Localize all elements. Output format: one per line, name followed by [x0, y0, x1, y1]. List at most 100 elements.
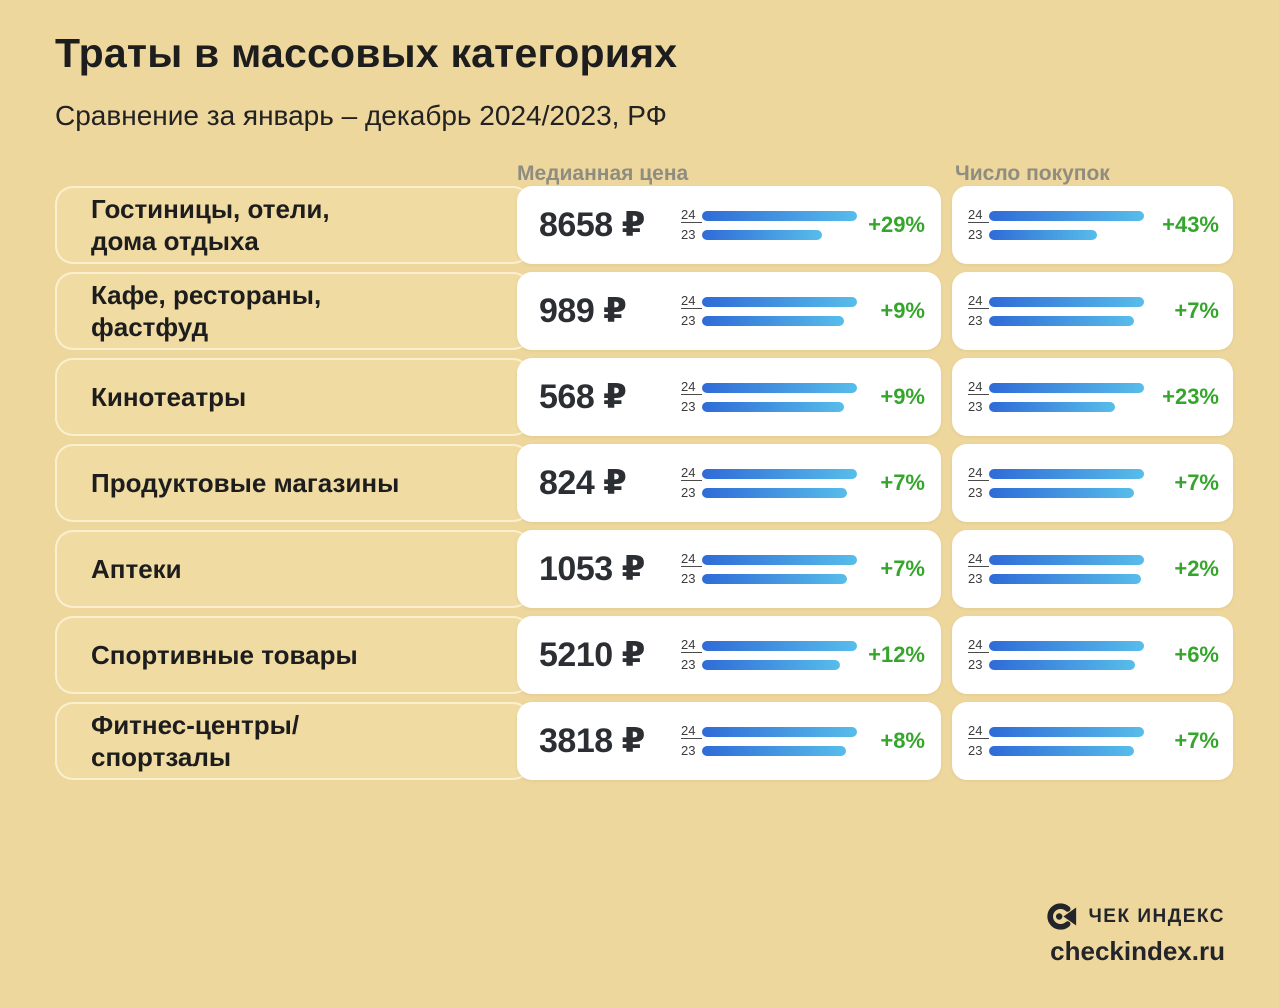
- price-bar-2024: [702, 210, 857, 221]
- price-bars: 24 23: [681, 380, 857, 414]
- year-label-24: 24: [968, 466, 989, 481]
- year-label-24: 24: [968, 724, 989, 739]
- year-label-23: 23: [968, 657, 983, 672]
- price-change-badge: +9%: [880, 384, 925, 409]
- category-label: Аптеки: [91, 554, 182, 584]
- count-change-badge: +6%: [1174, 642, 1219, 667]
- year-label-24: 24: [681, 208, 702, 223]
- year-label-23: 23: [681, 743, 696, 758]
- table-row: Аптеки 1053 ₽ 24 23 +7%: [55, 530, 1233, 608]
- price-bar-row-2024: 24: [681, 294, 857, 309]
- median-price-card: 8658 ₽ 24 23 +29%: [517, 186, 941, 264]
- median-price-value: 3818 ₽: [539, 722, 645, 760]
- price-bar-2024: [702, 640, 857, 651]
- category-rows: Гостиницы, отели, дома отдыха 8658 ₽ 24 …: [55, 186, 1233, 788]
- purchase-count-card: 24 23 +6%: [952, 616, 1233, 694]
- year-label-24: 24: [681, 294, 702, 309]
- category-box: Кафе, рестораны, фастфуд: [55, 272, 531, 350]
- median-price-card: 1053 ₽ 24 23 +7%: [517, 530, 941, 608]
- column-header-median-price: Медианная цена: [517, 162, 689, 185]
- purchase-count-card: 24 23 +43%: [952, 186, 1233, 264]
- year-label-24: 24: [681, 552, 702, 567]
- count-change-badge: +7%: [1174, 298, 1219, 323]
- price-bar-2024: [702, 382, 857, 393]
- table-row: Спортивные товары 5210 ₽ 24 23 +12%: [55, 616, 1233, 694]
- count-bar-2024: [989, 382, 1144, 393]
- footer: ЧЕК ИНДЕКС checkindex.ru: [1046, 903, 1225, 967]
- category-box: Фитнес-центры/ спортзалы: [55, 702, 531, 780]
- count-bar-2024: [989, 554, 1144, 565]
- purchase-count-card: 24 23 +23%: [952, 358, 1233, 436]
- year-label-23: 23: [968, 313, 983, 328]
- price-bar-2023: [702, 573, 847, 584]
- count-bar-2023: [989, 487, 1134, 498]
- price-bar-row-2023: 23: [681, 400, 857, 414]
- price-bar-2023: [702, 745, 846, 756]
- count-bar-row-2024: 24: [968, 294, 1144, 309]
- price-bar-2024: [702, 726, 857, 737]
- count-change-badge: +43%: [1162, 212, 1219, 237]
- column-header-purchase-count: Число покупок: [955, 162, 1110, 185]
- price-bar-2023: [702, 229, 822, 240]
- table-row: Фитнес-центры/ спортзалы 3818 ₽ 24 23 +8…: [55, 702, 1233, 780]
- count-bar-row-2024: 24: [968, 380, 1144, 395]
- year-label-24: 24: [681, 466, 702, 481]
- price-change-badge: +9%: [880, 298, 925, 323]
- median-price-card: 989 ₽ 24 23 +9%: [517, 272, 941, 350]
- year-label-23: 23: [968, 399, 983, 414]
- median-price-value: 1053 ₽: [539, 550, 645, 588]
- price-bar-2023: [702, 401, 844, 412]
- category-label: Фитнес-центры/ спортзалы: [91, 710, 300, 772]
- count-bar-2023: [989, 401, 1115, 412]
- count-bar-row-2023: 23: [968, 228, 1144, 242]
- year-label-24: 24: [968, 208, 989, 223]
- count-bar-row-2024: 24: [968, 638, 1144, 653]
- price-bar-row-2024: 24: [681, 552, 857, 567]
- count-bar-2023: [989, 573, 1141, 584]
- price-bar-row-2023: 23: [681, 572, 857, 586]
- count-change-badge: +7%: [1174, 728, 1219, 753]
- table-row: Гостиницы, отели, дома отдыха 8658 ₽ 24 …: [55, 186, 1233, 264]
- category-label: Спортивные товары: [91, 640, 358, 670]
- count-change-badge: +7%: [1174, 470, 1219, 495]
- count-bar-row-2023: 23: [968, 744, 1144, 758]
- price-bar-2024: [702, 296, 857, 307]
- count-bar-row-2024: 24: [968, 724, 1144, 739]
- price-bar-row-2024: 24: [681, 724, 857, 739]
- category-label: Гостиницы, отели, дома отдыха: [91, 194, 330, 256]
- year-label-24: 24: [681, 724, 702, 739]
- price-bar-row-2024: 24: [681, 638, 857, 653]
- price-bar-row-2024: 24: [681, 380, 857, 395]
- price-change-badge: +7%: [880, 556, 925, 581]
- count-bar-2023: [989, 229, 1097, 240]
- price-bars: 24 23: [681, 466, 857, 500]
- count-bars: 24 23: [968, 380, 1144, 414]
- count-bars: 24 23: [968, 208, 1144, 242]
- category-label: Продуктовые магазины: [91, 468, 400, 498]
- count-bar-row-2023: 23: [968, 400, 1144, 414]
- purchase-count-card: 24 23 +2%: [952, 530, 1233, 608]
- count-bar-row-2023: 23: [968, 658, 1144, 672]
- count-bar-2024: [989, 210, 1144, 221]
- year-label-23: 23: [681, 399, 696, 414]
- count-bar-2024: [989, 296, 1144, 307]
- page-subtitle: Сравнение за январь – декабрь 2024/2023,…: [55, 100, 667, 131]
- median-price-value: 989 ₽: [539, 292, 627, 330]
- year-label-24: 24: [968, 380, 989, 395]
- price-bar-2023: [702, 659, 840, 670]
- median-price-card: 568 ₽ 24 23 +9%: [517, 358, 941, 436]
- count-bar-row-2023: 23: [968, 314, 1144, 328]
- count-bar-2023: [989, 745, 1134, 756]
- count-bars: 24 23: [968, 294, 1144, 328]
- site-url: checkindex.ru: [1050, 936, 1225, 966]
- year-label-23: 23: [968, 743, 983, 758]
- price-bar-2023: [702, 487, 847, 498]
- price-bar-row-2024: 24: [681, 466, 857, 481]
- count-bar-row-2023: 23: [968, 572, 1144, 586]
- table-row: Продуктовые магазины 824 ₽ 24 23 +7%: [55, 444, 1233, 522]
- brand-name: ЧЕК ИНДЕКС: [1088, 905, 1225, 927]
- price-bar-2024: [702, 468, 857, 479]
- price-bar-2024: [702, 554, 857, 565]
- count-bar-row-2023: 23: [968, 486, 1144, 500]
- year-label-23: 23: [968, 571, 983, 586]
